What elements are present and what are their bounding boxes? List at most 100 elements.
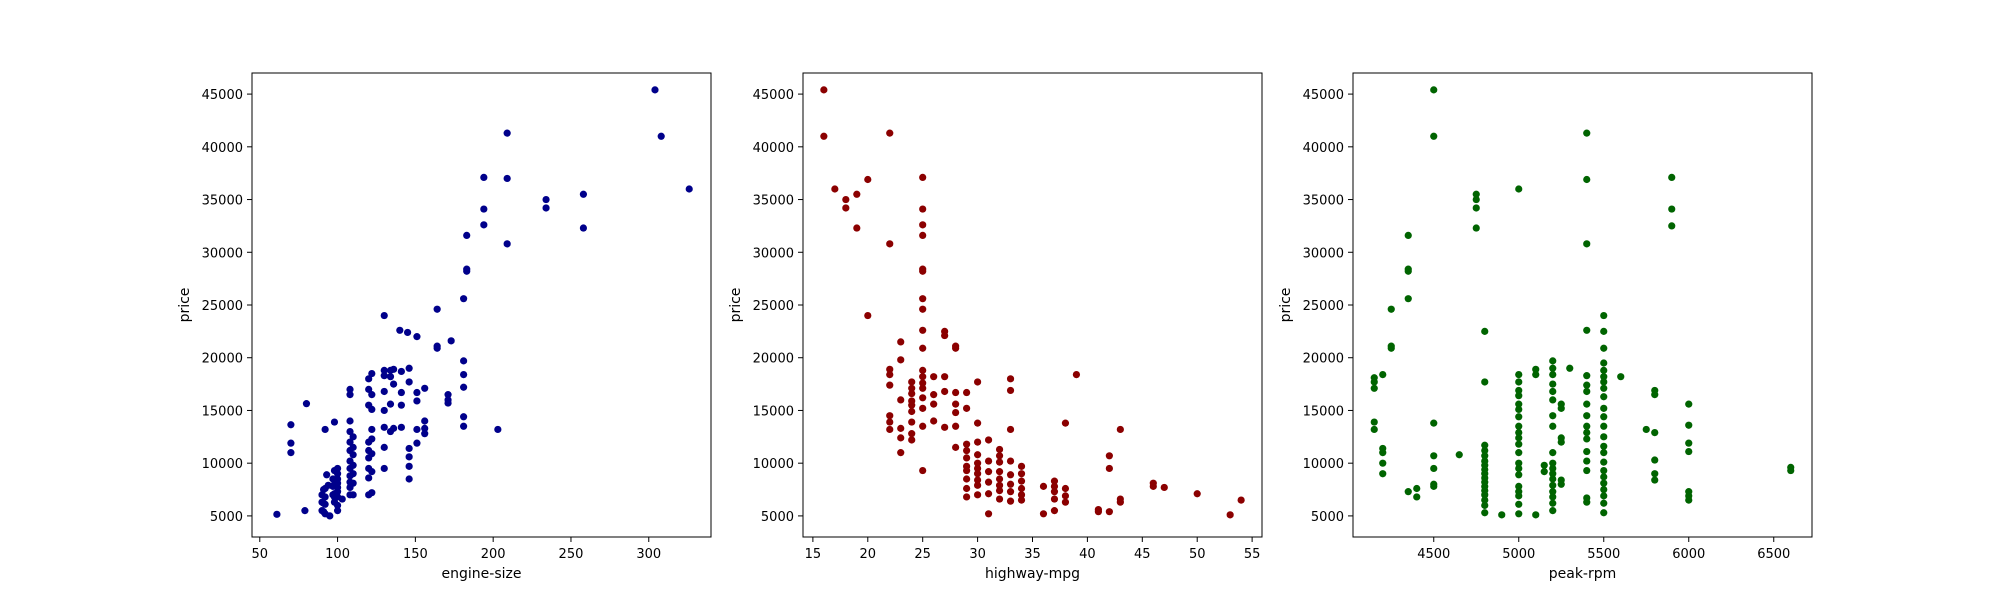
scatter-point	[919, 231, 927, 239]
scatter-point	[386, 373, 395, 381]
scatter-point	[1061, 498, 1070, 506]
x-axis-label: peak-rpm	[1549, 566, 1617, 582]
scatter-point	[1600, 473, 1608, 481]
x-tick-label: 40	[1079, 547, 1096, 562]
scatter-point	[368, 425, 376, 434]
scatter-point	[1105, 464, 1113, 473]
scatter-point	[405, 453, 413, 461]
scatter-point	[346, 427, 354, 436]
scatter-point	[333, 475, 342, 483]
y-tick-label: 30000	[202, 246, 243, 261]
scatter-point	[886, 418, 894, 426]
scatter-point	[405, 475, 413, 483]
scatter-point	[349, 479, 357, 487]
scatter-point	[1549, 380, 1557, 388]
scatter-point	[1685, 447, 1693, 456]
x-tick-label: 15	[805, 547, 822, 562]
scatter-point	[974, 470, 982, 478]
scatter-point	[1600, 384, 1608, 392]
y-tick-label: 30000	[753, 246, 794, 261]
scatter-point	[349, 433, 357, 441]
scatter-point	[1472, 204, 1480, 212]
scatter-point	[1226, 511, 1234, 519]
scatter-point	[657, 132, 665, 140]
scatter-point	[1430, 86, 1438, 94]
scatter-point	[1583, 429, 1591, 437]
scatter-point	[1685, 421, 1693, 429]
scatter-point	[1413, 484, 1421, 493]
scatter-point	[349, 461, 357, 469]
scatter-point	[919, 384, 927, 392]
scatter-point	[463, 265, 471, 273]
scatter-point	[1549, 387, 1557, 396]
scatter-point	[321, 425, 329, 434]
scatter-point	[886, 425, 894, 434]
scatter-point	[1583, 494, 1591, 502]
y-tick-label: 5000	[210, 510, 243, 525]
scatter-panel-highway-mpg: 15 20 25 30 35 40 45 50 55 5000 10000 15000 20000 250…	[728, 72, 1263, 582]
scatter-point	[1600, 393, 1608, 401]
scatter-point	[1404, 265, 1412, 273]
scatter-point	[1557, 434, 1565, 442]
scatter-point	[463, 231, 471, 239]
scatter-point	[1006, 375, 1015, 383]
scatter-point	[1515, 392, 1523, 400]
scatter-point	[1481, 378, 1489, 386]
scatter-point	[941, 387, 949, 396]
scatter-point	[1455, 451, 1463, 459]
scatter-point	[984, 436, 993, 444]
scatter-point	[974, 464, 982, 473]
scatter-point	[349, 470, 357, 478]
y-tick-label: 10000	[753, 457, 794, 472]
scatter-point	[1600, 327, 1608, 335]
scatter-point	[820, 86, 828, 94]
x-tick-label: 30	[969, 547, 986, 562]
scatter-point	[1642, 425, 1650, 434]
scatter-point	[919, 373, 927, 381]
scatter-point	[542, 204, 550, 212]
scatter-point	[919, 326, 927, 334]
scatter-point	[1532, 511, 1540, 519]
scatter-point	[365, 474, 373, 482]
x-tick-label: 6500	[1757, 547, 1790, 562]
scatter-point	[1006, 480, 1015, 488]
scatter-point	[333, 501, 342, 509]
x-tick-label: 150	[403, 547, 428, 562]
scatter-point	[974, 378, 982, 386]
scatter-point	[651, 86, 659, 94]
y-tick-label: 25000	[202, 299, 243, 314]
scatter-point	[287, 421, 295, 429]
scatter-point	[1430, 452, 1438, 460]
x-tick-label: 5500	[1587, 547, 1620, 562]
scatter-point	[1006, 488, 1015, 496]
scatter-point	[1600, 344, 1608, 352]
scatter-point	[919, 379, 927, 387]
scatter-point	[984, 490, 993, 498]
scatter-point	[1651, 386, 1659, 395]
x-tick-label: 20	[860, 547, 877, 562]
scatter-point	[919, 305, 927, 313]
scatter-point	[1006, 425, 1015, 434]
scatter-point	[1017, 484, 1026, 493]
scatter-point	[1515, 386, 1523, 395]
y-axis-label: price	[728, 288, 744, 323]
scatter-point	[1061, 419, 1070, 427]
scatter-point	[919, 205, 927, 213]
scatter-point	[1532, 371, 1540, 379]
scatter-point	[1404, 488, 1412, 496]
scatter-point	[460, 413, 468, 421]
scatter-point	[1600, 485, 1608, 494]
scatter-point	[919, 221, 927, 229]
y-tick-label: 10000	[202, 457, 243, 472]
scatter-point	[380, 372, 388, 380]
scatter-point	[1472, 224, 1480, 232]
scatter-point	[1515, 413, 1523, 421]
scatter-point	[1116, 425, 1124, 434]
scatter-point	[1600, 449, 1608, 457]
scatter-point	[421, 384, 429, 392]
scatter-point	[1583, 175, 1591, 184]
scatter-point	[1379, 444, 1387, 453]
scatter-point	[444, 391, 452, 399]
scatter-point	[974, 419, 982, 427]
scatter-point	[963, 440, 971, 448]
